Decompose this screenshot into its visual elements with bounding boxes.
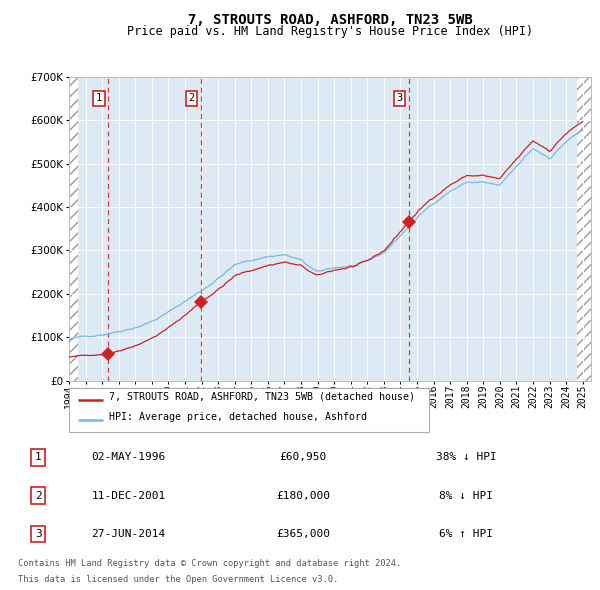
- Text: 7, STROUTS ROAD, ASHFORD, TN23 5WB: 7, STROUTS ROAD, ASHFORD, TN23 5WB: [188, 13, 472, 27]
- Text: 02-MAY-1996: 02-MAY-1996: [91, 453, 166, 462]
- Text: £60,950: £60,950: [280, 453, 326, 462]
- Text: 6% ↑ HPI: 6% ↑ HPI: [439, 529, 493, 539]
- Text: 1: 1: [96, 93, 102, 103]
- Text: 38% ↓ HPI: 38% ↓ HPI: [436, 453, 496, 462]
- Text: 2: 2: [35, 491, 41, 500]
- Text: This data is licensed under the Open Government Licence v3.0.: This data is licensed under the Open Gov…: [18, 575, 338, 584]
- Text: 8% ↓ HPI: 8% ↓ HPI: [439, 491, 493, 500]
- Bar: [577, 77, 593, 381]
- FancyBboxPatch shape: [69, 388, 429, 432]
- Bar: [69, 77, 78, 381]
- Text: Contains HM Land Registry data © Crown copyright and database right 2024.: Contains HM Land Registry data © Crown c…: [18, 559, 401, 568]
- Text: £180,000: £180,000: [276, 491, 330, 500]
- Text: £365,000: £365,000: [276, 529, 330, 539]
- Text: 27-JUN-2014: 27-JUN-2014: [91, 529, 166, 539]
- Text: 3: 3: [35, 529, 41, 539]
- Text: 7, STROUTS ROAD, ASHFORD, TN23 5WB (detached house): 7, STROUTS ROAD, ASHFORD, TN23 5WB (deta…: [109, 392, 415, 402]
- Text: 11-DEC-2001: 11-DEC-2001: [91, 491, 166, 500]
- Text: Price paid vs. HM Land Registry's House Price Index (HPI): Price paid vs. HM Land Registry's House …: [127, 25, 533, 38]
- Text: 3: 3: [397, 93, 403, 103]
- Text: HPI: Average price, detached house, Ashford: HPI: Average price, detached house, Ashf…: [109, 412, 367, 422]
- Text: 1: 1: [35, 453, 41, 462]
- Text: 2: 2: [188, 93, 195, 103]
